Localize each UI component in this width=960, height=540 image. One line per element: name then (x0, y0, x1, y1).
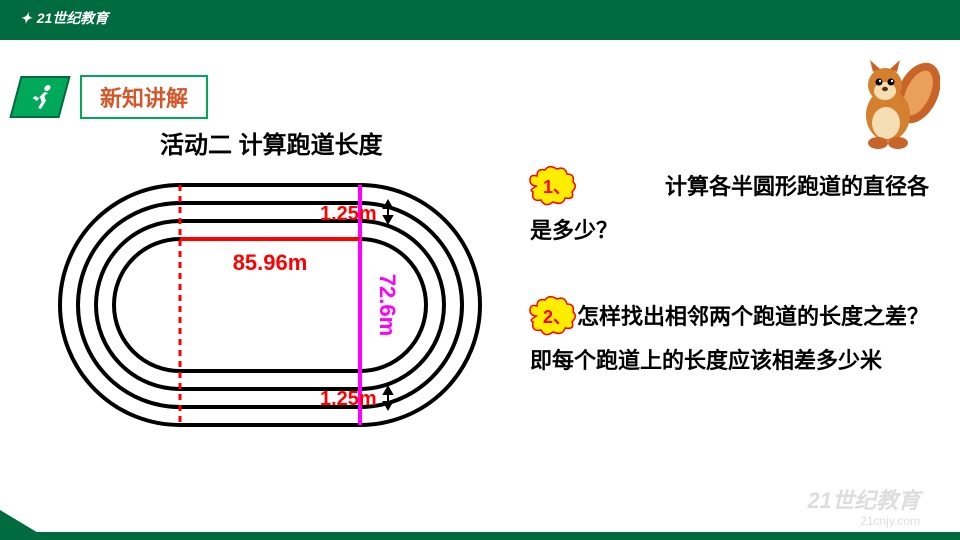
question-1-text: 计算各半圆形跑道的直径各是多少？ (530, 174, 929, 243)
lane-width-bottom: 1.25m (320, 388, 377, 410)
section-badge: 新知讲解 (15, 75, 208, 119)
activity-title: 活动二 计算跑道长度 (160, 125, 383, 160)
watermark-url: 21cnjy.com (860, 514, 920, 528)
track-diagram: 85.96m 72.6m 1.25m 1.25m (50, 165, 490, 445)
squirrel-icon (850, 55, 940, 145)
question-2-text: 怎样找出相邻两个跑道的长度之差？即每个跑道上的长度应该相差多少米 (530, 304, 929, 373)
straight-length-label: 85.96m (233, 250, 308, 275)
question-2: 2、 怎样找出相邻两个跑道的长度之差？即每个跑道上的长度应该相差多少米 (530, 295, 930, 383)
cloud-number-1: 1、 (530, 171, 572, 206)
badge-label: 新知讲解 (80, 75, 208, 119)
runner-icon (9, 76, 70, 118)
diameter-label: 72.6m (375, 274, 400, 336)
brand-logo: 21世纪教育 (20, 8, 108, 28)
watermark: 21世纪教育 (808, 483, 920, 515)
lane-width-top: 1.25m (320, 203, 377, 225)
svg-text:1、: 1、 (543, 177, 571, 197)
question-1: 1、 计算各半圆形跑道的直径各是多少？ (530, 165, 930, 253)
corner-bl (0, 510, 50, 540)
cloud-number-2: 2、 (530, 301, 572, 336)
svg-text:2、: 2、 (543, 307, 571, 327)
bottom-bar (0, 532, 960, 540)
top-bar: 21世纪教育 (0, 0, 960, 40)
